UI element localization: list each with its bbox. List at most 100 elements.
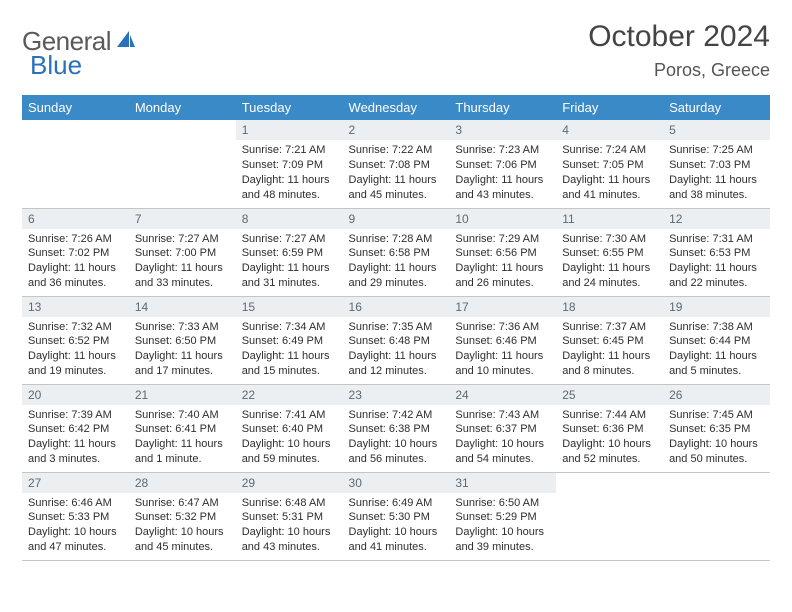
calendar-day-cell: 27Sunrise: 6:46 AMSunset: 5:33 PMDayligh… — [22, 472, 129, 560]
daylight-text: Daylight: 11 hours and 43 minutes. — [455, 173, 550, 203]
sunrise-text: Sunrise: 7:27 AM — [135, 232, 230, 247]
calendar-day-cell: 11Sunrise: 7:30 AMSunset: 6:55 PMDayligh… — [556, 208, 663, 296]
day-details: Sunrise: 7:25 AMSunset: 7:03 PMDaylight:… — [663, 140, 770, 206]
calendar-day-cell: 19Sunrise: 7:38 AMSunset: 6:44 PMDayligh… — [663, 296, 770, 384]
sunrise-text: Sunrise: 7:43 AM — [455, 408, 550, 423]
sunrise-text: Sunrise: 6:49 AM — [349, 496, 444, 511]
day-details: Sunrise: 7:34 AMSunset: 6:49 PMDaylight:… — [236, 317, 343, 383]
calendar-day-cell: 12Sunrise: 7:31 AMSunset: 6:53 PMDayligh… — [663, 208, 770, 296]
calendar-day-cell: 17Sunrise: 7:36 AMSunset: 6:46 PMDayligh… — [449, 296, 556, 384]
day-details: Sunrise: 7:23 AMSunset: 7:06 PMDaylight:… — [449, 140, 556, 206]
sunrise-text: Sunrise: 7:40 AM — [135, 408, 230, 423]
daylight-text: Daylight: 11 hours and 45 minutes. — [349, 173, 444, 203]
calendar-day-cell: 13Sunrise: 7:32 AMSunset: 6:52 PMDayligh… — [22, 296, 129, 384]
day-number: 8 — [236, 209, 343, 229]
calendar-week-row: 27Sunrise: 6:46 AMSunset: 5:33 PMDayligh… — [22, 472, 770, 560]
calendar-day-cell: 31Sunrise: 6:50 AMSunset: 5:29 PMDayligh… — [449, 472, 556, 560]
day-number: 13 — [22, 297, 129, 317]
day-number: 21 — [129, 385, 236, 405]
calendar-day-cell: 22Sunrise: 7:41 AMSunset: 6:40 PMDayligh… — [236, 384, 343, 472]
sunset-text: Sunset: 5:29 PM — [455, 510, 550, 525]
sunrise-text: Sunrise: 7:36 AM — [455, 320, 550, 335]
calendar-week-row: ..1Sunrise: 7:21 AMSunset: 7:09 PMDaylig… — [22, 120, 770, 208]
calendar-day-cell: 6Sunrise: 7:26 AMSunset: 7:02 PMDaylight… — [22, 208, 129, 296]
calendar-day-cell: 2Sunrise: 7:22 AMSunset: 7:08 PMDaylight… — [343, 120, 450, 208]
day-details: Sunrise: 7:42 AMSunset: 6:38 PMDaylight:… — [343, 405, 450, 471]
title-block: October 2024 Poros, Greece — [588, 20, 770, 81]
daylight-text: Daylight: 10 hours and 47 minutes. — [28, 525, 123, 555]
day-details: Sunrise: 7:40 AMSunset: 6:41 PMDaylight:… — [129, 405, 236, 471]
sunrise-text: Sunrise: 7:22 AM — [349, 143, 444, 158]
daylight-text: Daylight: 11 hours and 3 minutes. — [28, 437, 123, 467]
calendar-day-cell: 25Sunrise: 7:44 AMSunset: 6:36 PMDayligh… — [556, 384, 663, 472]
sunrise-text: Sunrise: 7:45 AM — [669, 408, 764, 423]
sunrise-text: Sunrise: 7:21 AM — [242, 143, 337, 158]
sunset-text: Sunset: 7:02 PM — [28, 246, 123, 261]
sunset-text: Sunset: 5:32 PM — [135, 510, 230, 525]
calendar-day-cell: . — [556, 472, 663, 560]
daylight-text: Daylight: 11 hours and 31 minutes. — [242, 261, 337, 291]
daylight-text: Daylight: 11 hours and 41 minutes. — [562, 173, 657, 203]
sunrise-text: Sunrise: 6:50 AM — [455, 496, 550, 511]
day-number: 28 — [129, 473, 236, 493]
sunrise-text: Sunrise: 7:25 AM — [669, 143, 764, 158]
sunrise-text: Sunrise: 7:35 AM — [349, 320, 444, 335]
calendar-day-cell: 29Sunrise: 6:48 AMSunset: 5:31 PMDayligh… — [236, 472, 343, 560]
sunset-text: Sunset: 7:09 PM — [242, 158, 337, 173]
sail-icon — [115, 29, 137, 54]
day-number: 4 — [556, 120, 663, 140]
weekday-header: Thursday — [449, 95, 556, 120]
sunset-text: Sunset: 7:00 PM — [135, 246, 230, 261]
daylight-text: Daylight: 11 hours and 10 minutes. — [455, 349, 550, 379]
sunset-text: Sunset: 7:08 PM — [349, 158, 444, 173]
weekday-header: Saturday — [663, 95, 770, 120]
sunrise-text: Sunrise: 7:41 AM — [242, 408, 337, 423]
daylight-text: Daylight: 11 hours and 19 minutes. — [28, 349, 123, 379]
day-details: Sunrise: 7:27 AMSunset: 6:59 PMDaylight:… — [236, 229, 343, 295]
daylight-text: Daylight: 11 hours and 15 minutes. — [242, 349, 337, 379]
day-details: Sunrise: 7:32 AMSunset: 6:52 PMDaylight:… — [22, 317, 129, 383]
calendar-day-cell: 1Sunrise: 7:21 AMSunset: 7:09 PMDaylight… — [236, 120, 343, 208]
sunrise-text: Sunrise: 7:23 AM — [455, 143, 550, 158]
day-details: Sunrise: 7:24 AMSunset: 7:05 PMDaylight:… — [556, 140, 663, 206]
sunrise-text: Sunrise: 7:24 AM — [562, 143, 657, 158]
sunset-text: Sunset: 6:44 PM — [669, 334, 764, 349]
day-number: 18 — [556, 297, 663, 317]
calendar-table: SundayMondayTuesdayWednesdayThursdayFrid… — [22, 95, 770, 561]
day-number: 27 — [22, 473, 129, 493]
sunrise-text: Sunrise: 7:34 AM — [242, 320, 337, 335]
day-details: Sunrise: 6:50 AMSunset: 5:29 PMDaylight:… — [449, 493, 556, 559]
sunset-text: Sunset: 6:35 PM — [669, 422, 764, 437]
day-details: Sunrise: 7:26 AMSunset: 7:02 PMDaylight:… — [22, 229, 129, 295]
calendar-day-cell: 24Sunrise: 7:43 AMSunset: 6:37 PMDayligh… — [449, 384, 556, 472]
day-details: Sunrise: 7:41 AMSunset: 6:40 PMDaylight:… — [236, 405, 343, 471]
sunset-text: Sunset: 7:03 PM — [669, 158, 764, 173]
calendar-day-cell: 16Sunrise: 7:35 AMSunset: 6:48 PMDayligh… — [343, 296, 450, 384]
daylight-text: Daylight: 10 hours and 45 minutes. — [135, 525, 230, 555]
sunset-text: Sunset: 6:52 PM — [28, 334, 123, 349]
sunset-text: Sunset: 5:30 PM — [349, 510, 444, 525]
sunrise-text: Sunrise: 7:33 AM — [135, 320, 230, 335]
day-number: 17 — [449, 297, 556, 317]
brand-part2: Blue — [30, 50, 82, 81]
calendar-day-cell: . — [663, 472, 770, 560]
calendar-day-cell: 4Sunrise: 7:24 AMSunset: 7:05 PMDaylight… — [556, 120, 663, 208]
sunrise-text: Sunrise: 7:26 AM — [28, 232, 123, 247]
header-bar: General October 2024 Poros, Greece — [22, 20, 770, 81]
sunrise-text: Sunrise: 7:39 AM — [28, 408, 123, 423]
sunset-text: Sunset: 6:38 PM — [349, 422, 444, 437]
day-details: Sunrise: 7:31 AMSunset: 6:53 PMDaylight:… — [663, 229, 770, 295]
location-label: Poros, Greece — [588, 60, 770, 81]
sunset-text: Sunset: 6:41 PM — [135, 422, 230, 437]
calendar-day-cell: 14Sunrise: 7:33 AMSunset: 6:50 PMDayligh… — [129, 296, 236, 384]
day-number: 5 — [663, 120, 770, 140]
sunset-text: Sunset: 6:36 PM — [562, 422, 657, 437]
day-number: 10 — [449, 209, 556, 229]
sunset-text: Sunset: 6:40 PM — [242, 422, 337, 437]
day-number: 1 — [236, 120, 343, 140]
day-number: 30 — [343, 473, 450, 493]
day-number: 3 — [449, 120, 556, 140]
sunset-text: Sunset: 6:59 PM — [242, 246, 337, 261]
sunrise-text: Sunrise: 7:38 AM — [669, 320, 764, 335]
calendar-day-cell: 21Sunrise: 7:40 AMSunset: 6:41 PMDayligh… — [129, 384, 236, 472]
